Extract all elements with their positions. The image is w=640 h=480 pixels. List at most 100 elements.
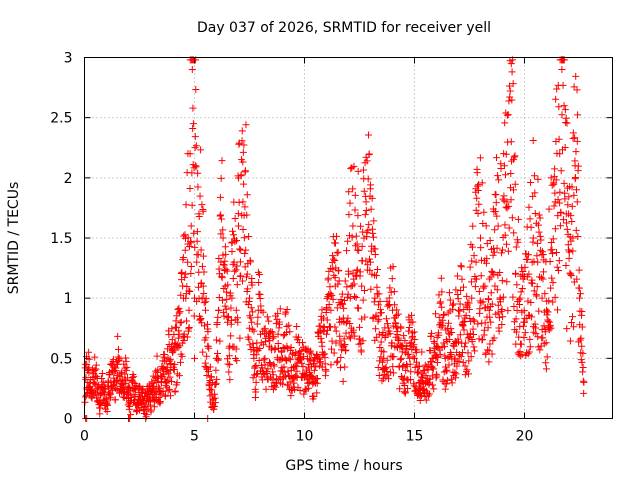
data-point [565,254,573,262]
data-point [526,335,534,343]
data-point [281,310,289,318]
data-point [345,211,353,219]
data-point [535,211,543,219]
data-point [368,194,376,202]
data-point [342,346,350,354]
data-point [107,394,115,402]
data-point [507,169,515,177]
data-point [94,384,102,392]
data-point [122,388,130,396]
data-point [234,318,242,326]
data-point [520,334,528,342]
data-point [364,175,372,183]
data-point [346,199,354,207]
data-point [391,301,399,309]
data-point [260,356,268,364]
data-point [247,314,255,322]
data-point [175,309,183,317]
data-point [373,333,381,341]
data-point [472,258,480,266]
data-point [534,333,542,341]
data-point [210,403,218,411]
data-point [530,258,538,266]
data-point [495,327,503,335]
data-point [442,367,450,375]
data-point [534,175,542,183]
data-point [343,247,351,255]
data-point [563,325,571,333]
data-point [485,347,493,355]
data-point [468,338,476,346]
data-point [310,366,318,374]
data-point [562,219,570,227]
data-point [341,363,349,371]
data-point [386,284,394,292]
data-point [150,403,158,411]
data-point [202,295,210,303]
data-point [182,201,190,209]
data-point [517,288,525,296]
data-point [226,376,234,384]
data-point [285,354,293,362]
data-point [422,396,430,404]
data-point [191,133,199,141]
data-point [542,359,550,367]
data-point [470,252,478,260]
data-point [578,358,586,366]
data-point [398,343,406,351]
data-point [123,363,131,371]
data-point [239,158,247,166]
x-tick-label: 20 [516,429,534,445]
data-points [81,56,588,422]
data-point [484,346,492,354]
data-point [172,317,180,325]
data-point [382,315,390,323]
data-point [277,355,285,363]
data-point [166,392,174,400]
data-point [100,381,108,389]
data-point [342,329,350,337]
data-point [404,385,412,393]
data-point [504,138,512,146]
data-point [211,390,219,398]
data-point [457,262,465,270]
data-point [547,284,555,292]
data-point [265,317,273,325]
data-point [447,325,455,333]
data-point [443,380,451,388]
data-point [176,308,184,316]
data-point [486,313,494,321]
data-point [395,334,403,342]
data-point [472,275,480,283]
data-point [249,308,257,316]
data-point [560,179,568,187]
data-point [489,268,497,276]
data-point [424,366,432,374]
data-point [272,319,280,327]
data-point [345,333,353,341]
data-point [219,234,227,242]
data-point [501,221,509,229]
data-point [217,215,225,223]
data-point [252,378,260,386]
data-point [370,217,378,225]
data-point [512,315,520,323]
data-point [371,294,379,302]
data-point [533,283,541,291]
data-point [501,119,509,127]
data-point [85,348,93,356]
data-point [232,306,240,314]
data-point [562,262,570,270]
data-point [242,121,250,129]
data-point [255,356,263,364]
data-point [472,206,480,214]
data-point [202,306,209,314]
data-point [208,386,216,394]
data-point [92,361,100,369]
data-point [445,335,453,343]
data-point [174,343,182,351]
data-point [126,403,134,411]
data-point [207,373,215,381]
data-point [445,361,453,369]
data-point [503,204,511,212]
